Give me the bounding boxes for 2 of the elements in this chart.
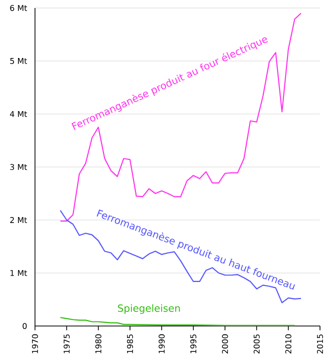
series-label: Spiegeleisen (118, 304, 180, 314)
line-series (60, 210, 302, 304)
